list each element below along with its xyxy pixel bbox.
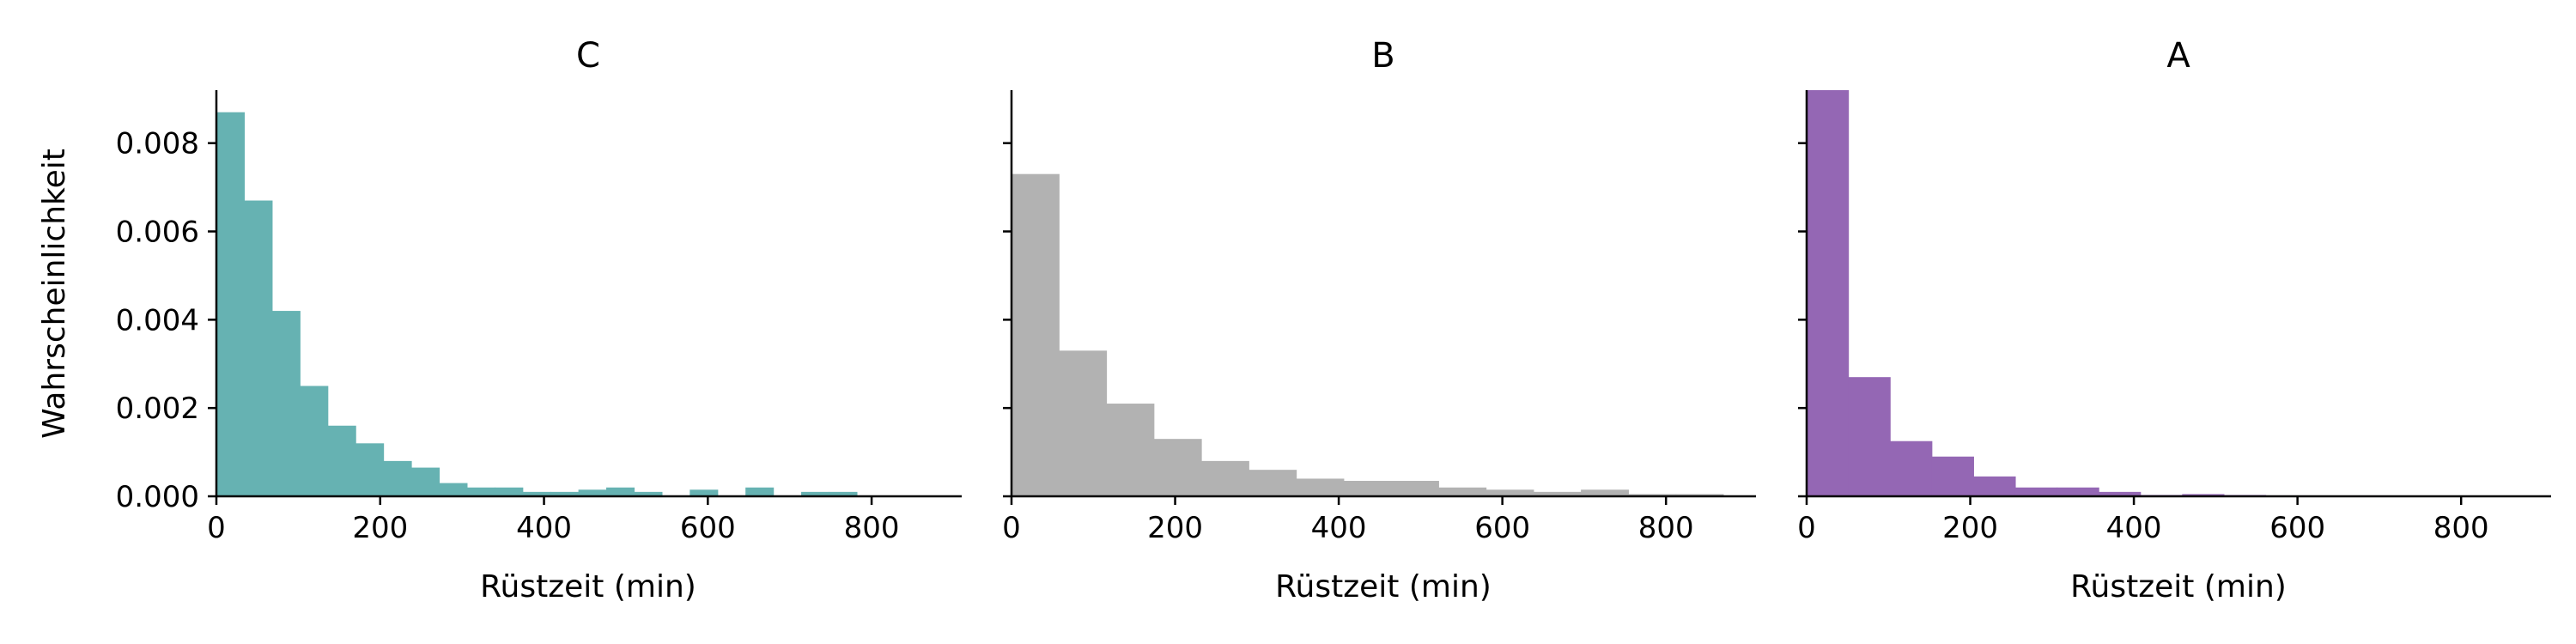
panel-c-bar bbox=[606, 487, 635, 496]
panel-c-x-tick-label: 200 bbox=[352, 511, 408, 545]
panel-c-y-tick-label: 0.006 bbox=[116, 216, 199, 250]
panel-c-bar bbox=[634, 491, 663, 496]
panel-b-y-ticks bbox=[1003, 142, 1012, 498]
panel-a-x-ticks: 0 200 400 600 800 bbox=[1797, 496, 2489, 545]
panel-c-bar bbox=[550, 491, 580, 496]
panel-c-bar bbox=[745, 487, 775, 496]
panel-b-bar bbox=[1201, 460, 1249, 496]
panel-a: A 0 200 400 600 800 Rüstzeit (min) bbox=[1797, 36, 2551, 605]
panel-c-bar bbox=[439, 483, 468, 496]
panel-c-y-ticks: 0.000 0.002 0.004 0.006 0.008 bbox=[116, 127, 216, 514]
panel-b-bar bbox=[1391, 481, 1439, 496]
panel-b-x-tick-label: 0 bbox=[1002, 511, 1021, 545]
panel-c-x-ticks: 0 200 400 600 800 bbox=[207, 496, 900, 545]
panel-a-bars bbox=[1807, 90, 2433, 496]
panel-c-x-tick-label: 800 bbox=[844, 511, 900, 545]
panel-c-bar bbox=[327, 425, 356, 496]
panel-b-bar bbox=[1106, 404, 1155, 496]
panel-b-x-tick-label: 800 bbox=[1638, 511, 1694, 545]
panel-c-x-tick-label: 600 bbox=[680, 511, 736, 545]
panel-b-bar bbox=[1059, 350, 1108, 496]
panel-c: C 0 200 400 600 800 0.0000.0020.0040.0060.00… bbox=[37, 36, 962, 605]
panel-c-bar bbox=[271, 311, 301, 496]
panel-c-bar bbox=[355, 443, 385, 496]
panel-b-x-axis-label: Rüstzeit (min) bbox=[1275, 569, 1492, 605]
panel-b-bar bbox=[1296, 478, 1345, 496]
panel-b-bars bbox=[1012, 173, 1724, 496]
panel-a-bar bbox=[1890, 440, 1933, 496]
panel-a-y-ticks bbox=[1798, 142, 1807, 498]
panel-c-bar bbox=[522, 491, 551, 496]
panel-a-x-tick-label: 800 bbox=[2433, 511, 2489, 545]
panel-c-bar bbox=[801, 491, 830, 496]
panel-c-bar bbox=[216, 112, 246, 496]
panel-c-bar bbox=[578, 489, 607, 496]
panel-b-x-tick-label: 200 bbox=[1147, 511, 1203, 545]
panel-a-bar bbox=[1807, 90, 1850, 496]
panel-b-bar bbox=[1533, 491, 1582, 496]
panel-b-bar bbox=[1581, 489, 1629, 496]
panel-c-bar bbox=[466, 487, 495, 496]
panel-a-x-axis-label: Rüstzeit (min) bbox=[2070, 569, 2287, 605]
panel-b-bar bbox=[1675, 494, 1724, 496]
panel-b: B 0 200 400 600 800 Rüstzeit (min) bbox=[1002, 36, 1756, 605]
panel-c-x-axis-label: Rüstzeit (min) bbox=[480, 569, 696, 605]
panel-c-bar bbox=[690, 489, 719, 496]
panel-c-y-tick-label: 0.008 bbox=[116, 127, 199, 161]
panel-b-bar bbox=[1628, 494, 1677, 496]
panel-b-x-tick-label: 600 bbox=[1474, 511, 1530, 545]
panel-a-bar bbox=[1848, 377, 1891, 496]
panel-c-bar bbox=[300, 386, 329, 496]
panel-a-bar bbox=[2057, 487, 2099, 496]
panel-a-bar bbox=[2014, 487, 2058, 496]
panel-a-bar bbox=[2099, 491, 2142, 496]
panel-c-y-tick-label: 0.004 bbox=[116, 303, 199, 337]
panel-b-bar bbox=[1343, 481, 1392, 496]
panel-c-bars bbox=[216, 112, 858, 496]
panel-c-y-tick-label: 0.002 bbox=[116, 392, 199, 426]
panel-c-bar bbox=[411, 467, 440, 496]
panel-c-x-tick-label: 0 bbox=[207, 511, 226, 545]
panel-a-x-tick-label: 400 bbox=[2106, 511, 2162, 545]
panel-c-y-axis-label: Wahrscheinlichkeit bbox=[37, 149, 72, 439]
panel-a-x-tick-label: 200 bbox=[1942, 511, 1998, 545]
panel-a-x-tick-label: 0 bbox=[1797, 511, 1816, 545]
panel-c-x-tick-label: 400 bbox=[516, 511, 572, 545]
panel-b-x-tick-label: 400 bbox=[1311, 511, 1367, 545]
panel-c-bar bbox=[495, 487, 524, 496]
panel-c-bar bbox=[383, 460, 412, 496]
panel-a-bar bbox=[1973, 476, 2016, 496]
panel-b-x-ticks: 0 200 400 600 800 bbox=[1002, 496, 1694, 545]
panel-c-bar bbox=[244, 200, 273, 496]
panel-a-bar bbox=[1931, 456, 1974, 496]
panel-b-bar bbox=[1153, 439, 1202, 496]
panel-b-title: B bbox=[1371, 36, 1394, 76]
panel-a-title: A bbox=[2166, 36, 2190, 76]
panel-b-bar bbox=[1249, 470, 1297, 496]
panel-c-y-tick-label: 0.000 bbox=[116, 480, 199, 514]
panel-c-bar bbox=[829, 491, 858, 496]
panel-b-bar bbox=[1438, 487, 1487, 496]
panel-a-bar bbox=[2182, 494, 2225, 496]
panel-a-x-tick-label: 600 bbox=[2269, 511, 2325, 545]
panel-b-bar bbox=[1012, 173, 1060, 496]
panel-c-title: C bbox=[576, 36, 600, 76]
panel-b-bar bbox=[1485, 489, 1534, 496]
